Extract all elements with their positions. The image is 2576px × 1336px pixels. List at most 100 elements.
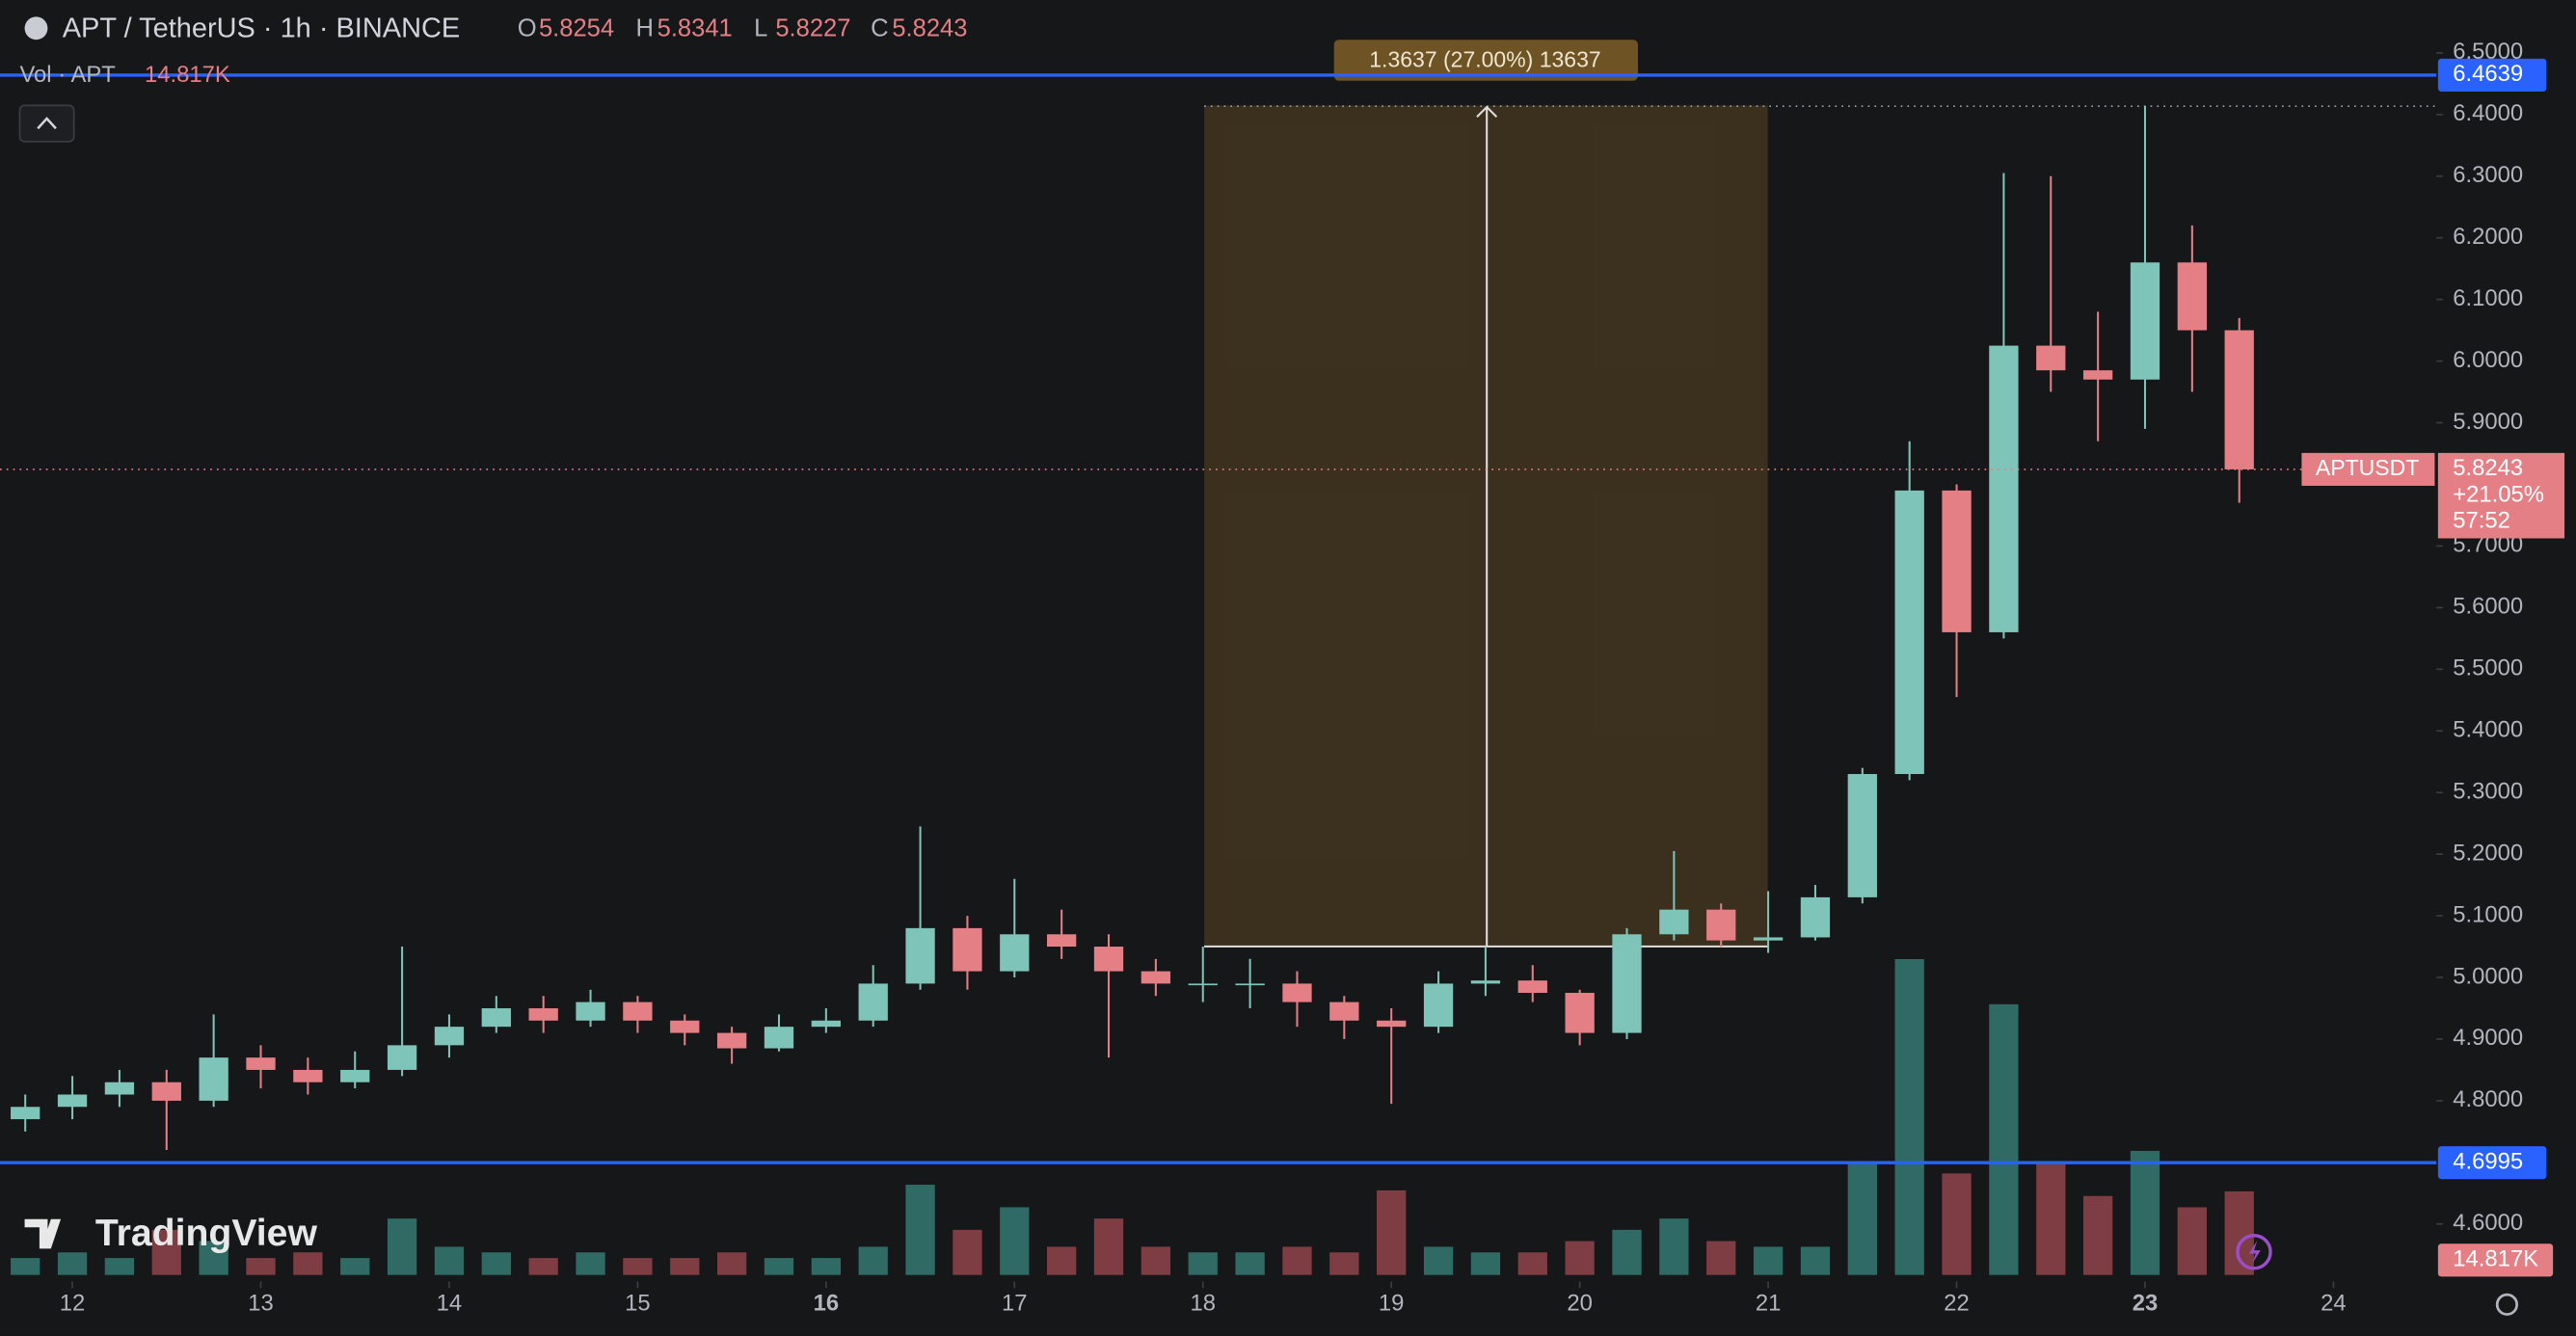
volume-bar [1612,1229,1642,1275]
candle-body [1188,983,1218,986]
candle-body [1517,980,1547,994]
arrow-head [1476,105,1498,119]
candle-body [151,1082,181,1101]
y-tick-label: 6.0000 [2453,347,2523,373]
candle-body [1989,345,2019,632]
volume-bar [1847,1162,1877,1275]
y-tick-label: 5.5000 [2453,655,2523,681]
candles [0,106,2437,1151]
y-tick-label: 5.6000 [2453,594,2523,620]
candle-body [387,1045,417,1070]
candle-body [434,1027,465,1046]
volume-bar [1517,1252,1547,1275]
y-tick-label: 5.4000 [2453,717,2523,743]
symbol: APT / TetherUS · 1h · BINANCE [63,13,460,44]
candle-body [1612,934,1642,1033]
candle-body [670,1020,700,1033]
volume-bar [953,1229,982,1275]
y-tick-label: 6.4000 [2453,100,2523,126]
candle-body [1000,934,1030,972]
volume-bar [2130,1150,2160,1275]
volume-bar [2177,1207,2207,1275]
candle-body [905,927,935,984]
ohlc-key: L [754,15,767,42]
x-tick-label: 15 [625,1291,651,1317]
candle-body [199,1057,228,1101]
x-tick-label: 23 [2133,1291,2159,1317]
hline-badge: 6.4639 [2453,61,2523,87]
volume-bar [1565,1241,1595,1275]
volume-bar [340,1258,370,1275]
volume-bar [11,1258,40,1275]
x-tick-label: 18 [1190,1291,1216,1317]
candle-body [1800,896,1831,938]
candle-body [1753,937,1784,941]
price-badge-symbol: APTUSDT [2316,455,2419,480]
volume-bar [811,1258,841,1275]
candle-body [104,1082,135,1095]
volume-bar [764,1258,794,1275]
volume-bar [1000,1207,1030,1275]
header: APT / TetherUS · 1h · BINANCE Vol · APT … [18,13,2519,1316]
ohlc-key: H [635,15,653,42]
volume-bar [104,1258,135,1275]
ohlc-key: O [518,15,537,42]
y-tick-label: 6.1000 [2453,285,2523,311]
candle-body [1423,983,1454,1028]
candle-body [1282,983,1312,1002]
candle-body [481,1007,511,1028]
candle-body [293,1069,323,1082]
candle-body [2082,370,2113,380]
x-tick-label: 22 [1944,1291,1970,1317]
y-tick-label: 5.3000 [2453,778,2523,804]
y-tick-label: 5.2000 [2453,840,2523,866]
volume-badge-bg [2437,1243,2554,1277]
candle-body [1377,1020,1407,1028]
volume-bar [246,1258,276,1275]
candle-body [1894,490,1924,775]
candle-body [1140,971,1171,984]
volume-bar [1753,1246,1784,1275]
vol-value: 14.817K [145,62,230,88]
volume-bar [858,1246,888,1275]
measure-tool: 1.3637 (27.00%) 13637 [1204,40,2435,948]
candle-body [11,1107,40,1120]
price-axis [2436,0,2576,1336]
volume-bar [1800,1246,1831,1275]
time-axis [0,1281,2576,1336]
y-tick-label: 6.3000 [2453,162,2523,188]
volume-bar [905,1185,935,1275]
x-tick-label: 13 [248,1291,274,1317]
measure-label-bg [1333,40,1638,81]
price-badge-value: 5.8243 [2453,455,2523,481]
price-badge-countdown: 57:52 [2453,508,2510,534]
volume-bar [528,1258,558,1275]
volume-bar [2224,1190,2254,1275]
candle-body [2036,345,2066,371]
x-tick-label: 19 [1379,1291,1405,1317]
volume-pane [11,959,2254,1275]
logo-icon [24,1218,62,1249]
settings-icon[interactable] [2495,1293,2519,1316]
candle-body [576,1002,605,1021]
hline-badge-bg [2437,1146,2547,1180]
measure-label: 1.3637 (27.00%) 13637 [1369,46,1600,71]
ohlc-value: 5.8227 [775,15,850,42]
collapse-button[interactable] [18,104,75,143]
candle-body [1706,909,1736,941]
volume-bar [670,1258,700,1275]
x-tick-label: 24 [2321,1291,2347,1317]
x-tick-label: 14 [437,1291,463,1317]
y-tick-label: 4.9000 [2453,1025,2523,1051]
volume-bar [1235,1252,1265,1275]
volume-bar [1140,1246,1171,1275]
volume-bar [199,1241,228,1275]
volume-bar [434,1246,465,1275]
candle-body [1565,993,1595,1033]
volume-bar [1329,1252,1359,1275]
bolt-icon[interactable] [2236,1234,2272,1270]
ohlc-key: C [871,15,888,42]
price-badge-symbol-bg [2301,452,2435,486]
